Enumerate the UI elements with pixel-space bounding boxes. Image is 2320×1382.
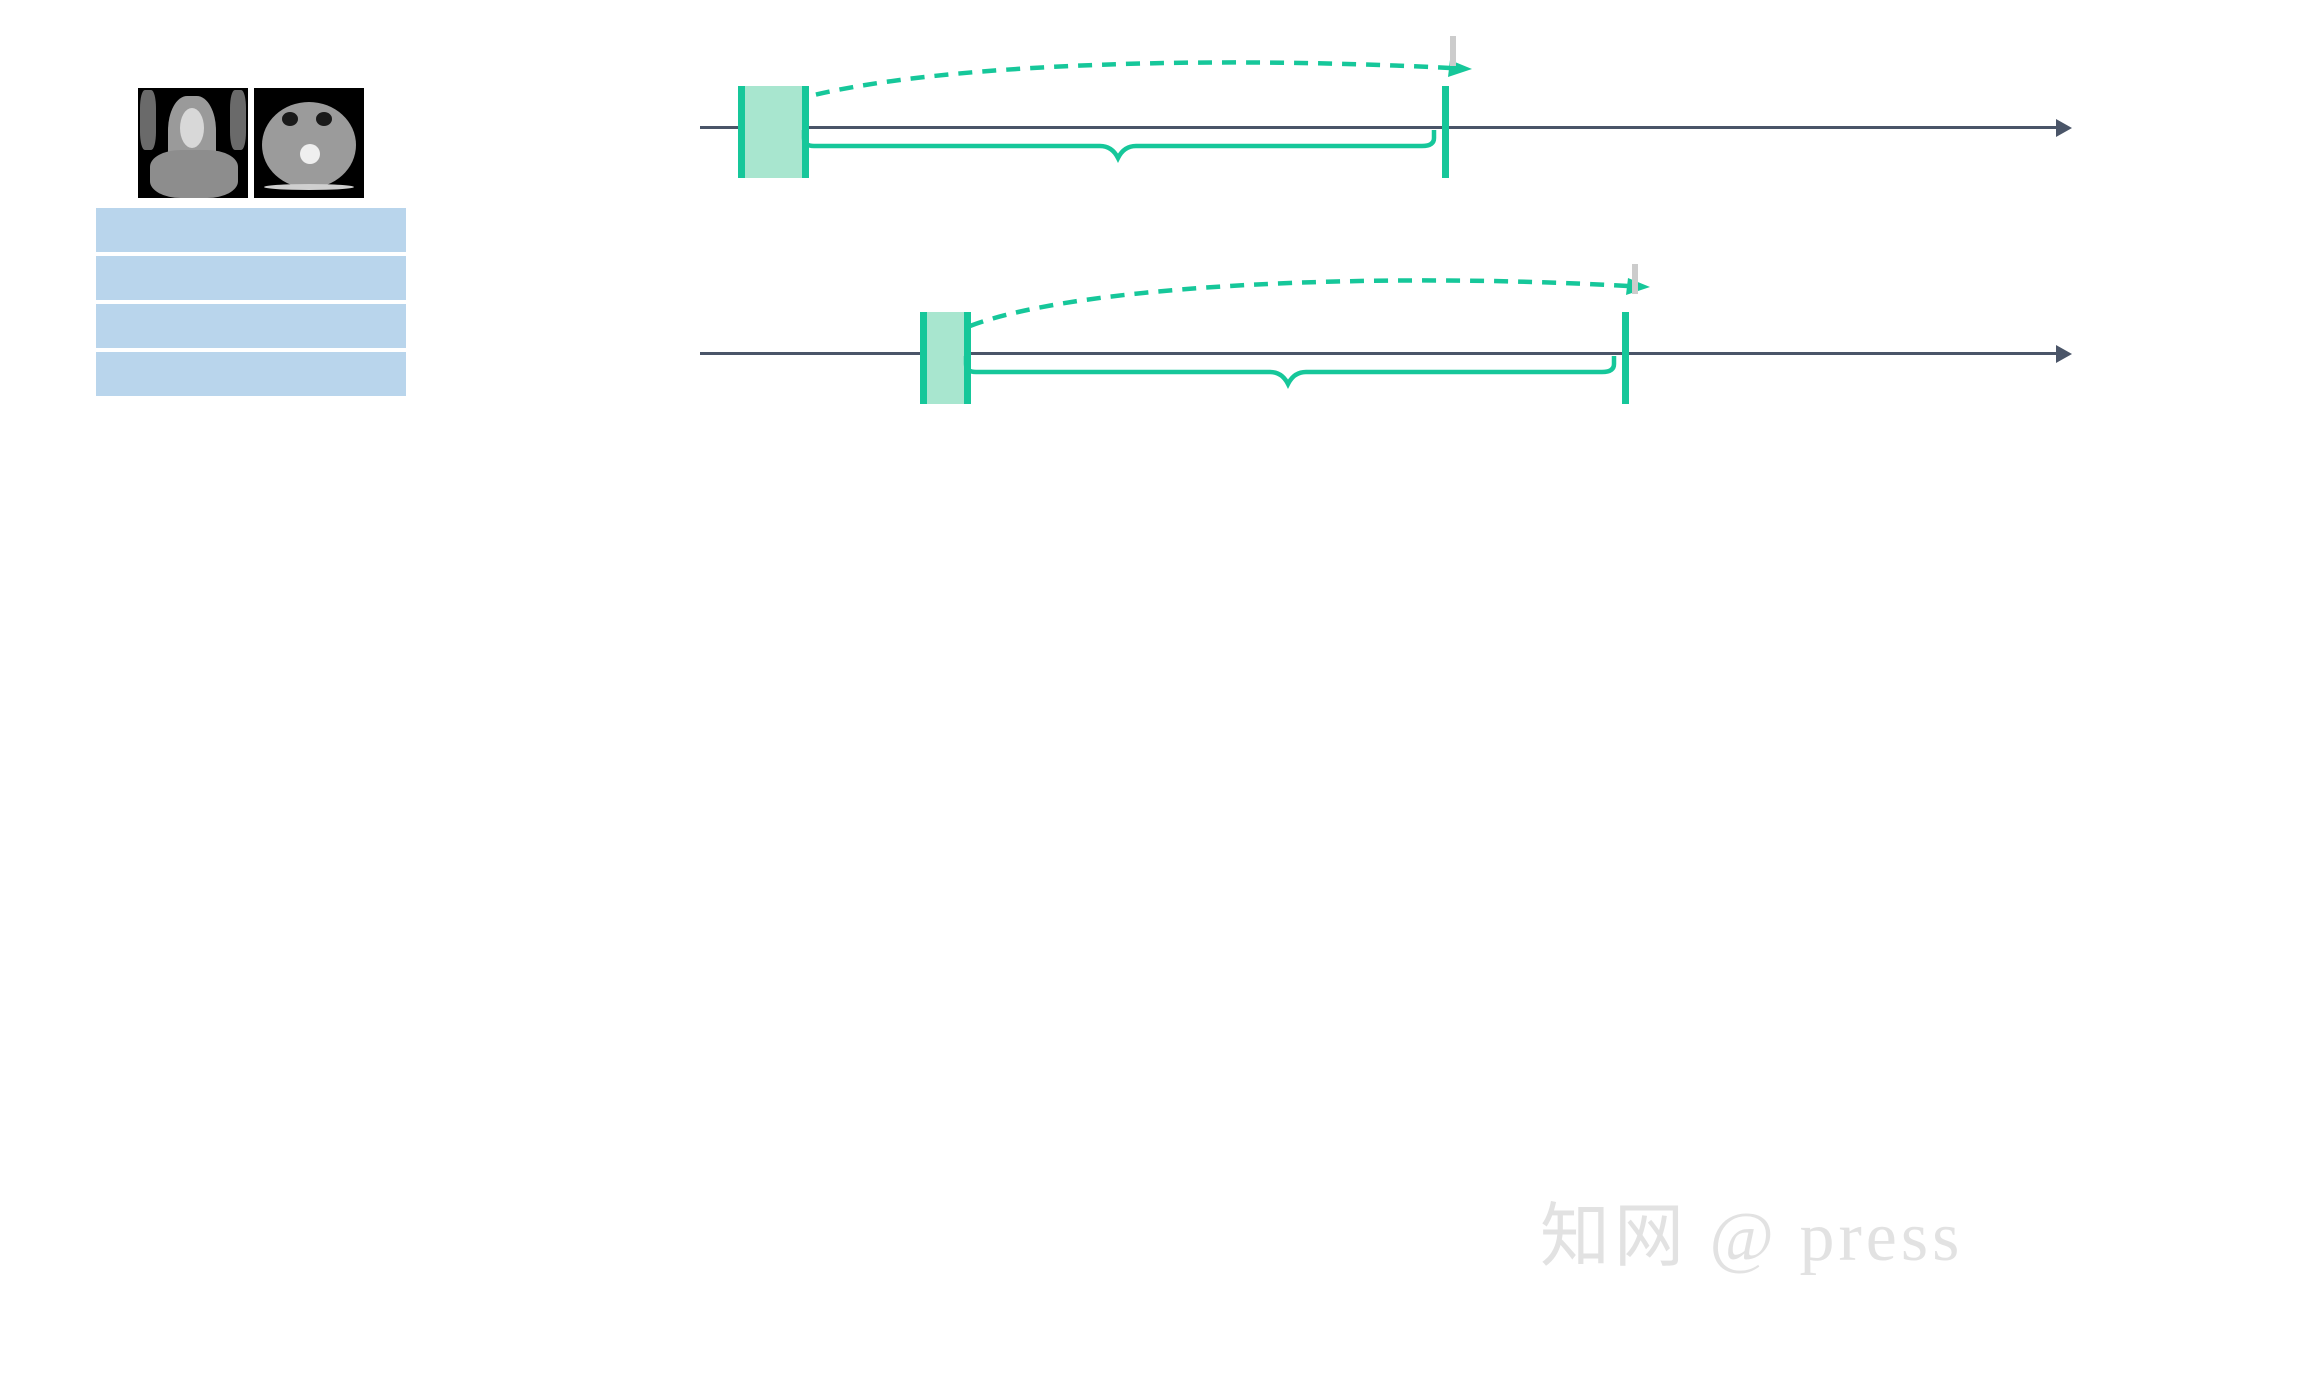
- rw1-followup-brace: [801, 130, 1437, 164]
- category-inpatient[interactable]: [96, 352, 406, 396]
- panel-b: [0, 640, 780, 1382]
- rw2-eval-highlight: [1632, 264, 1638, 294]
- rw2-eval-tick: [1622, 312, 1629, 404]
- rw2-initial-soc-band: [924, 312, 968, 404]
- rw2-dashed-arrow: [969, 278, 1650, 329]
- rw1-initial-soc-band: [742, 86, 806, 178]
- rw2-axis-line: [700, 352, 2058, 355]
- rw1-eval-tick: [1442, 86, 1449, 178]
- rw1-axis-arrowhead: [2056, 119, 2072, 137]
- rw1-band-left-edge: [738, 86, 745, 178]
- rw1-dashed-arrow: [769, 60, 1472, 111]
- rw2-eval-study: [1632, 264, 1638, 295]
- category-outpatient[interactable]: [96, 304, 406, 348]
- category-physical-exam[interactable]: [96, 208, 406, 252]
- rw1-axis-line: [700, 126, 2058, 129]
- rw1-eval-study: [1450, 36, 1456, 67]
- rw2-band-left-edge: [920, 312, 927, 404]
- ct-axial-image: [254, 88, 364, 198]
- panel-d: [1500, 640, 2320, 1382]
- panel-c: [770, 640, 1510, 1382]
- rw1-eval-highlight: [1450, 36, 1456, 66]
- ct-coronal-image: [138, 88, 248, 198]
- category-emergency[interactable]: [96, 256, 406, 300]
- ct-thumbnails: [138, 88, 364, 198]
- rw2-axis-arrowhead: [2056, 345, 2072, 363]
- rw2-followup-brace: [963, 356, 1617, 390]
- panel-a: [0, 0, 2320, 430]
